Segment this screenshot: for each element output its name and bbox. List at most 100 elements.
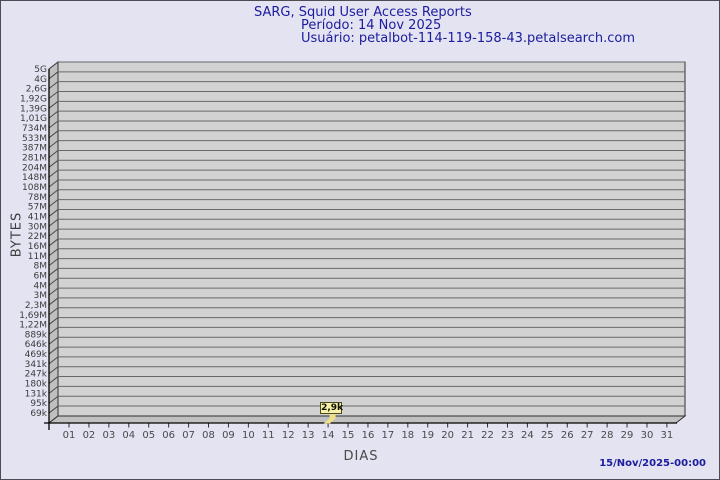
axis-lines xyxy=(44,69,677,430)
y-tick-label: 1,69M xyxy=(19,311,47,321)
report-timestamp: 15/Nov/2025-00:00 xyxy=(599,458,706,469)
wall-tick xyxy=(48,91,59,99)
wall-tick xyxy=(48,277,59,286)
x-tick-label: 01 xyxy=(63,430,76,441)
bar-day-14 xyxy=(323,412,336,424)
y-tick-label: 387M xyxy=(22,144,47,154)
wall-tick xyxy=(48,81,59,90)
wall-tick xyxy=(48,297,59,306)
x-tick-label: 13 xyxy=(302,430,315,441)
y-tick-label: 131k xyxy=(25,389,48,399)
x-tick-label: 19 xyxy=(421,430,434,441)
x-tick-label: 18 xyxy=(401,430,414,441)
wall-tick xyxy=(48,179,59,188)
y-tick-label: 57M xyxy=(28,203,47,213)
x-tick-label: 22 xyxy=(481,430,494,441)
wall-tick xyxy=(48,287,59,296)
wall-tick xyxy=(48,110,59,119)
y-tick-label: 341k xyxy=(25,360,48,370)
y-tick-label: 646k xyxy=(25,340,48,350)
wall-tick xyxy=(48,307,59,316)
y-tick-label: 1,22M xyxy=(19,321,47,331)
bottom-3d-floor xyxy=(47,415,687,424)
wall-tick xyxy=(48,169,59,178)
wall-tick xyxy=(48,336,59,345)
x-tick-label: 06 xyxy=(162,430,175,441)
wall-tick xyxy=(48,150,59,158)
x-tick-label: 09 xyxy=(222,430,235,441)
x-tick-label: 23 xyxy=(501,430,514,441)
x-tick-label: 14 xyxy=(322,430,335,441)
left-3d-wall xyxy=(48,60,59,425)
wall-tick xyxy=(48,366,59,375)
x-tick-label: 21 xyxy=(461,430,474,441)
wall-tick xyxy=(48,71,59,80)
x-tick-label: 27 xyxy=(581,430,594,441)
wall-tick xyxy=(48,327,59,335)
y-tick-label: 30M xyxy=(28,222,47,232)
y-tick-label: 1,92G xyxy=(20,94,47,104)
x-tick-label: 20 xyxy=(441,430,454,441)
data-bars xyxy=(323,412,336,424)
wall-tick xyxy=(48,238,59,247)
x-tick-label: 05 xyxy=(142,430,155,441)
y-tick-labels: 5G4G2,6G1,92G1,39G1,01G734M533M387M281M2… xyxy=(19,65,48,419)
wall-tick xyxy=(48,317,59,325)
gridlines xyxy=(58,61,685,407)
y-tick-label: 4G xyxy=(34,75,47,85)
x-tick-label: 26 xyxy=(561,430,574,441)
wall-tick xyxy=(48,159,59,168)
y-tick-label: 148M xyxy=(22,173,47,183)
x-tick-labels: 01 02 03 04 05 06 07 08 09 10 11 12 13 14 15 16 17 18 19 20… xyxy=(63,423,674,441)
wall-tick xyxy=(48,268,59,276)
y-tick-label: 889k xyxy=(25,330,48,340)
wall-tick xyxy=(48,218,59,227)
x-tick-label: 28 xyxy=(601,430,614,441)
y-tick-label: 16M xyxy=(28,242,47,252)
x-tick-label: 07 xyxy=(182,430,195,441)
x-tick-label: 10 xyxy=(242,430,255,441)
y-tick-label: 69k xyxy=(30,409,47,419)
wall-tick xyxy=(48,376,59,384)
wall-tick xyxy=(48,100,59,109)
x-tick-label: 11 xyxy=(262,430,275,441)
wall-tick xyxy=(48,120,59,129)
x-tick-label: 24 xyxy=(521,430,534,441)
y-tick-label: 41M xyxy=(28,212,47,222)
wall-tick xyxy=(48,130,59,139)
y-tick-label: 281M xyxy=(22,153,47,163)
x-tick-label: 25 xyxy=(541,430,554,441)
y-tick-label: 2,3M xyxy=(25,301,47,311)
x-axis-title: DIAS xyxy=(343,449,379,464)
y-tick-label: 108M xyxy=(22,183,47,193)
x-tick-label: 02 xyxy=(83,430,96,441)
y-tick-label: 1,39G xyxy=(20,104,47,114)
x-tick-label: 12 xyxy=(282,430,295,441)
wall-tick xyxy=(48,209,59,217)
x-tick-label: 08 xyxy=(202,430,215,441)
wall-tick xyxy=(48,61,59,70)
chart-title: SARG, Squid User Access Reports xyxy=(254,5,472,20)
y-tick-label: 22M xyxy=(28,232,47,242)
wall-tick xyxy=(48,189,59,198)
y-tick-label: 180k xyxy=(25,380,48,390)
x-tick-label: 04 xyxy=(122,430,135,441)
chart-period-subtitle: Período: 14 Nov 2025 xyxy=(301,18,442,33)
bar-value-label: 2,9k xyxy=(320,402,344,414)
y-tick-label: 6M xyxy=(34,271,48,281)
y-axis-title: BYTES xyxy=(9,211,25,258)
x-tick-label: 17 xyxy=(382,430,395,441)
chart-user-subtitle: Usuário: petalbot-114-119-158-43.petalse… xyxy=(301,31,636,46)
x-tick-label: 30 xyxy=(641,430,654,441)
y-tick-label: 8M xyxy=(34,262,48,272)
y-tick-label: 469k xyxy=(25,350,48,360)
y-tick-label: 4M xyxy=(34,281,48,291)
y-tick-label: 2,6G xyxy=(26,85,47,95)
y-tick-label: 5G xyxy=(34,65,47,75)
wall-tick xyxy=(48,228,59,237)
x-tick-label: 03 xyxy=(102,430,115,441)
x-tick-label: 31 xyxy=(661,430,674,441)
x-tick-label: 16 xyxy=(362,430,375,441)
wall-tick xyxy=(48,356,59,365)
